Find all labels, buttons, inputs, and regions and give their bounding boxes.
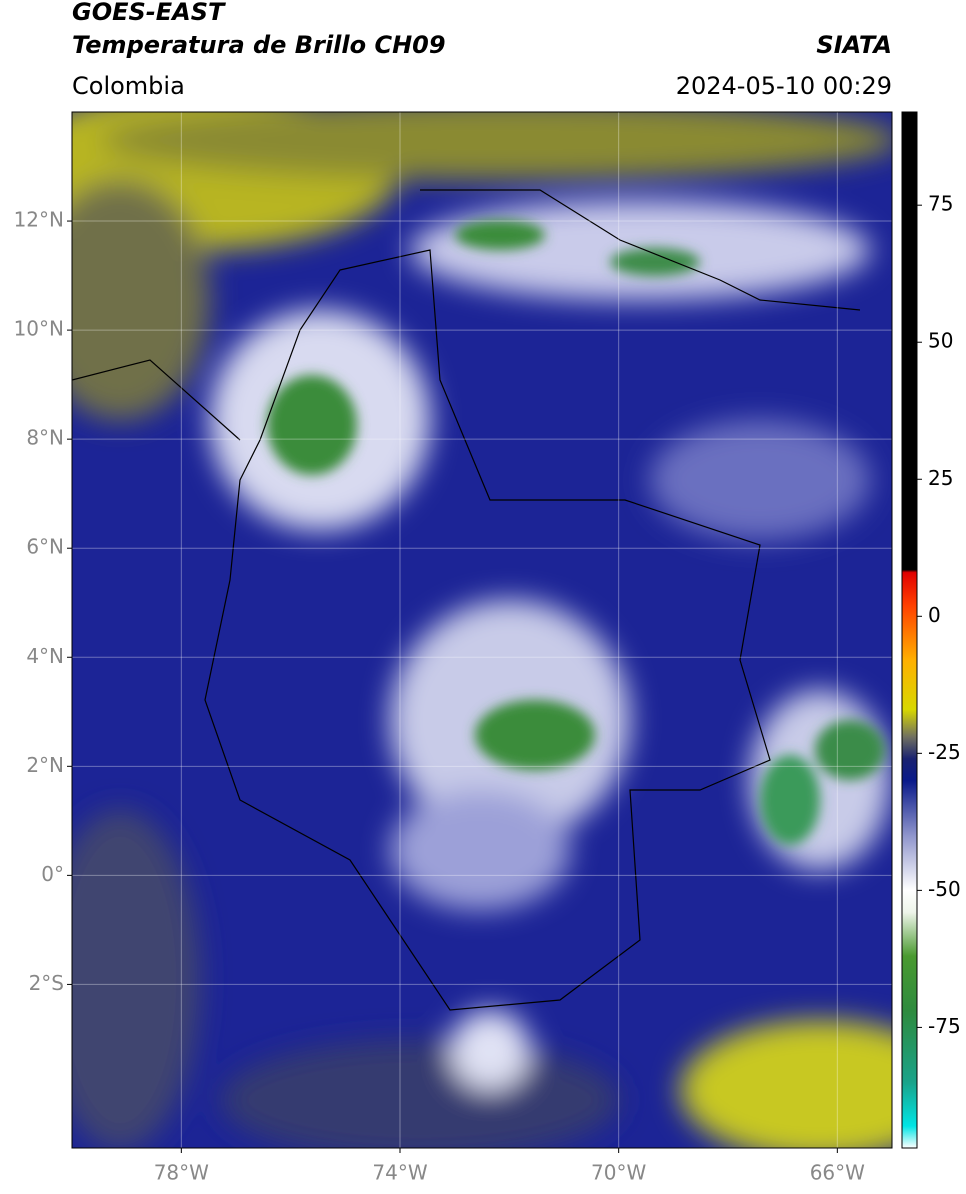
title: GOES-EAST (72, 0, 226, 26)
colorbar-tick-label: 50 (928, 329, 953, 353)
subtitle: Temperatura de Brillo CH09 (72, 31, 446, 59)
colorbar-tick-label: 75 (928, 192, 953, 216)
x-tick-label: 70°W (591, 1161, 646, 1185)
colorbar-tick-label: -75 (928, 1014, 961, 1038)
y-tick-label: 6°N (26, 535, 64, 559)
colorbar-tick-label: 0 (928, 603, 941, 627)
y-tick-label: 0° (41, 862, 64, 886)
y-tick-label: 8°N (26, 426, 64, 450)
y-tick-label: 4°N (26, 644, 64, 668)
region: Colombia (72, 72, 185, 100)
source: SIATA (816, 31, 892, 59)
satellite-image (72, 112, 892, 1148)
colorbar (901, 111, 918, 1149)
y-tick-label: 2°N (26, 753, 64, 777)
colorbar-tick-label: -25 (928, 740, 961, 764)
y-tick-label: 10°N (14, 317, 64, 341)
datetime: 2024-05-10 00:29 (676, 72, 892, 100)
map-frame (71, 111, 893, 1149)
colorbar-tick-label: -50 (928, 877, 961, 901)
x-tick-label: 66°W (810, 1161, 865, 1185)
y-tick-label: 2°S (29, 971, 64, 995)
colorbar-tick-label: 25 (928, 466, 953, 490)
y-tick-label: 12°N (14, 208, 64, 232)
x-tick-label: 78°W (154, 1161, 209, 1185)
x-tick-label: 74°W (372, 1161, 427, 1185)
